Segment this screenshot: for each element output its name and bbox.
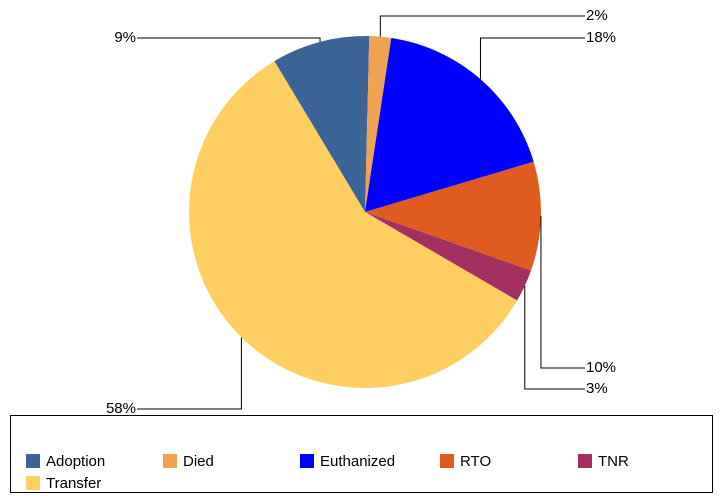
data-label: 58% [106,400,136,417]
data-label: 3% [586,380,608,397]
legend-label: Transfer [46,475,101,492]
legend-swatch [26,454,40,468]
legend-swatch [26,476,40,490]
pie-slice [365,37,534,212]
leader-line [137,37,321,42]
legend-swatch [300,454,314,468]
legend-label: RTO [460,453,491,470]
pie-slice [365,161,542,271]
data-label: 2% [586,7,608,24]
leader-line [379,15,585,37]
leader-line [540,216,585,369]
legend-box [10,415,713,493]
pie-slice [365,36,392,212]
pie-slice [274,36,370,212]
legend-label: Died [183,453,214,470]
leader-line [479,37,585,80]
legend-label: Adoption [46,453,105,470]
pie-slice [365,212,532,301]
pie-slice [188,61,518,389]
data-label: 9% [114,29,136,46]
legend-swatch [440,454,454,468]
legend-label: Euthanized [320,453,395,470]
data-label: 18% [586,29,616,46]
data-label: 10% [586,359,616,376]
leader-line [137,337,242,410]
leader-line [524,285,585,390]
legend-swatch [578,454,592,468]
legend-swatch [163,454,177,468]
legend-label: TNR [598,453,629,470]
